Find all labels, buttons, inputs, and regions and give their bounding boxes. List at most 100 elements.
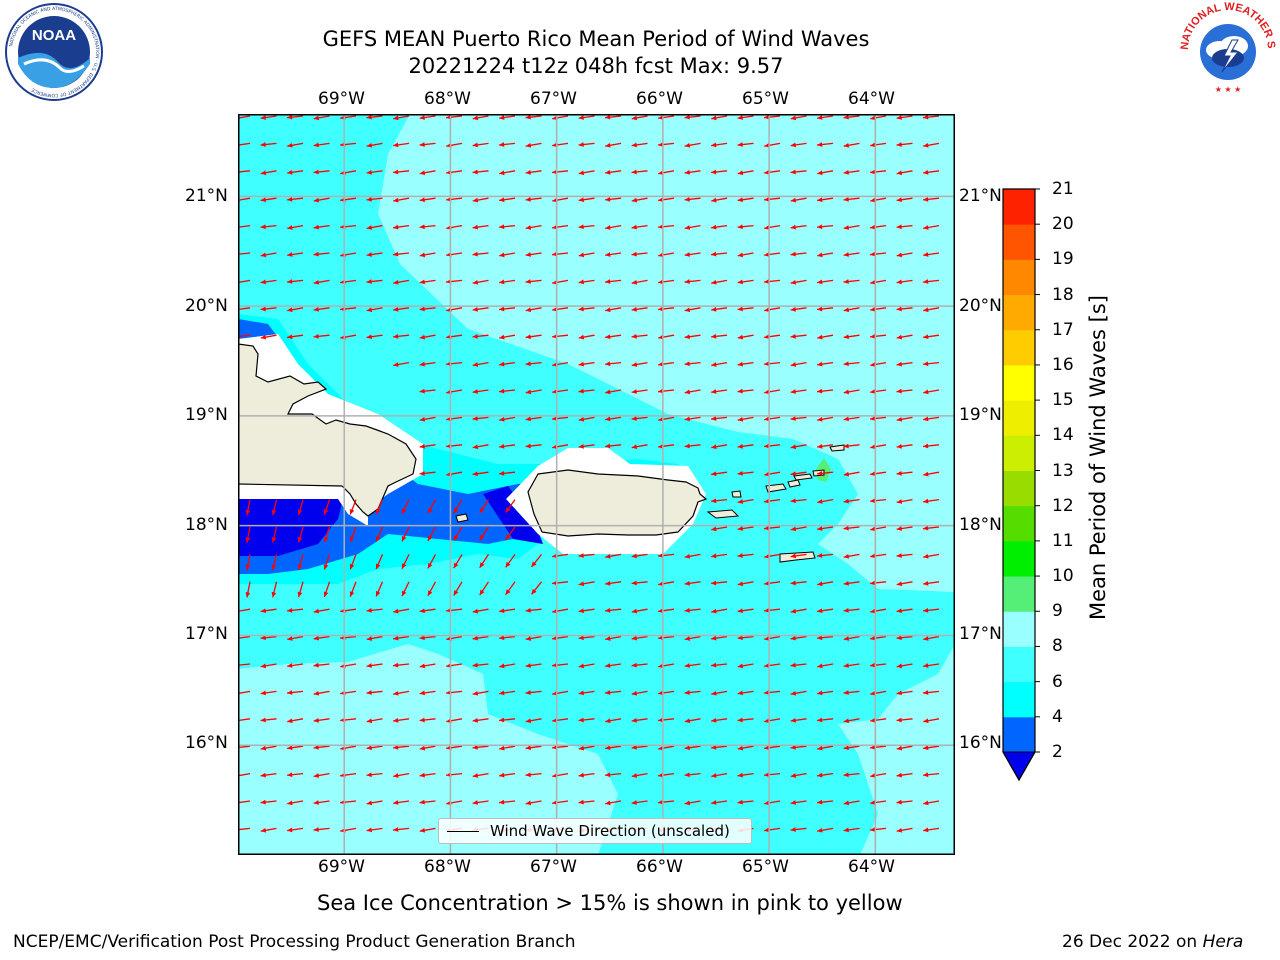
- wave-direction-arrow: [817, 443, 834, 449]
- colorbar-band: [1003, 224, 1035, 260]
- wave-direction-arrow: [817, 553, 834, 558]
- wave-direction-arrow: [499, 142, 516, 147]
- wave-direction-arrow: [896, 745, 913, 751]
- wave-direction-arrow: [790, 553, 807, 559]
- wave-direction-arrow: [393, 251, 410, 257]
- wave-direction-arrow: [287, 635, 304, 641]
- wave-direction-arrow: [631, 772, 648, 778]
- wave-direction-arrow: [578, 224, 595, 230]
- wave-direction-arrow: [870, 553, 887, 559]
- wave-direction-arrow: [817, 827, 834, 833]
- wave-direction-arrow: [525, 115, 542, 120]
- wave-direction-arrow: [313, 635, 330, 641]
- wave-direction-arrow: [472, 444, 489, 450]
- wave-direction-arrow: [525, 334, 542, 340]
- land-st-john: [787, 479, 801, 488]
- wave-direction-arrow: [605, 690, 622, 695]
- land-beata-isle: [455, 513, 469, 523]
- lat-label-left-18n: 18°N: [185, 515, 228, 535]
- wave-direction-arrow: [711, 471, 728, 477]
- lon-label-top-68w: 68°W: [424, 89, 471, 109]
- colorbar-tick-label: 15: [1052, 390, 1074, 411]
- wave-direction-arrow: [631, 444, 648, 450]
- lat-label-right-21n: 21°N: [959, 186, 1002, 206]
- wave-direction-arrow: [764, 827, 781, 833]
- wave-direction-arrow: [499, 799, 516, 805]
- wave-direction-arrow: [923, 389, 940, 395]
- wave-direction-arrow: [870, 279, 887, 285]
- wave-direction-arrow: [631, 224, 648, 230]
- wave-direction-arrow: [896, 306, 913, 312]
- wave-direction-arrow: [843, 224, 860, 230]
- wave-direction-arrow: [711, 279, 728, 285]
- wave-direction-arrow: [499, 745, 516, 751]
- wave-direction-arrow: [505, 526, 516, 541]
- wave-direction-arrow: [658, 635, 675, 641]
- wave-direction-arrow: [658, 361, 675, 367]
- wave-direction-arrow: [923, 252, 940, 257]
- wave-direction-arrow: [578, 279, 595, 285]
- wave-direction-arrow: [737, 361, 754, 367]
- wave-direction-arrow: [578, 635, 595, 641]
- wave-direction-arrow: [287, 142, 304, 148]
- wave-direction-arrow: [525, 718, 542, 724]
- wave-direction-arrow: [245, 581, 251, 598]
- wave-direction-arrow: [790, 526, 807, 532]
- wave-direction-arrow: [843, 607, 860, 613]
- wave-direction-arrow: [393, 800, 410, 805]
- wave-direction-arrow: [896, 526, 913, 531]
- wave-direction-arrow: [605, 169, 622, 175]
- wave-direction-arrow: [349, 526, 357, 543]
- wave-direction-arrow: [525, 252, 542, 257]
- wave-direction-arrow: [817, 416, 834, 422]
- wave-direction-arrow: [297, 581, 304, 598]
- svg-text:NOAA: NOAA: [32, 27, 76, 44]
- wave-direction-arrow: [658, 306, 675, 312]
- wave-direction-arrow: [419, 443, 436, 449]
- wave-direction-arrow: [393, 662, 410, 668]
- wave-direction-arrow: [711, 608, 728, 614]
- wave-direction-arrow: [737, 197, 754, 203]
- colorbar-band: [1003, 329, 1035, 366]
- wave-direction-arrow: [737, 224, 754, 230]
- wave-direction-arrow: [764, 389, 781, 395]
- wave-direction-arrow: [711, 717, 728, 723]
- lat-label-right-17n: 17°N: [959, 624, 1002, 644]
- wave-direction-arrow: [764, 635, 781, 641]
- wave-direction-arrow: [923, 827, 940, 833]
- wave-direction-arrow: [843, 553, 860, 559]
- wave-direction-arrow: [605, 252, 622, 257]
- colorbar-band: [1003, 435, 1035, 471]
- wave-direction-arrow: [271, 554, 278, 571]
- wave-direction-arrow: [658, 717, 675, 723]
- wave-direction-arrow: [923, 443, 940, 449]
- wave-direction-arrow: [870, 333, 887, 339]
- footer-machine: Hera: [1202, 932, 1244, 952]
- wave-direction-arrow: [923, 772, 940, 778]
- wave-direction-arrow: [366, 827, 383, 833]
- wave-direction-arrow: [260, 635, 277, 641]
- wave-direction-arrow: [684, 772, 701, 778]
- wave-direction-arrow: [923, 580, 940, 586]
- wave-direction-arrow: [260, 142, 277, 147]
- colorbar-bands: [1003, 189, 1035, 753]
- wave-direction-arrow: [737, 115, 754, 120]
- wave-direction-arrow: [764, 307, 781, 313]
- wave-direction-arrow: [790, 361, 807, 367]
- wave-direction-arrow: [817, 526, 834, 531]
- colorbar: [1000, 186, 1040, 786]
- wave-direction-arrow: [287, 663, 304, 668]
- wave-direction-arrow: [578, 170, 595, 176]
- wave-direction-arrow: [393, 744, 410, 750]
- wave-direction-arrow: [366, 772, 383, 778]
- wave-direction-arrow: [260, 608, 277, 614]
- wave-direction-arrow: [313, 115, 330, 121]
- wave-direction-arrow: [313, 251, 330, 257]
- wave-direction-arrow: [870, 526, 887, 532]
- wave-direction-arrow: [870, 498, 887, 504]
- wave-direction-arrow: [419, 799, 436, 805]
- wave-direction-arrow: [366, 800, 383, 806]
- wave-direction-arrow: [817, 224, 834, 230]
- lat-label-left-20n: 20°N: [185, 296, 228, 316]
- wave-direction-arrow: [313, 333, 330, 339]
